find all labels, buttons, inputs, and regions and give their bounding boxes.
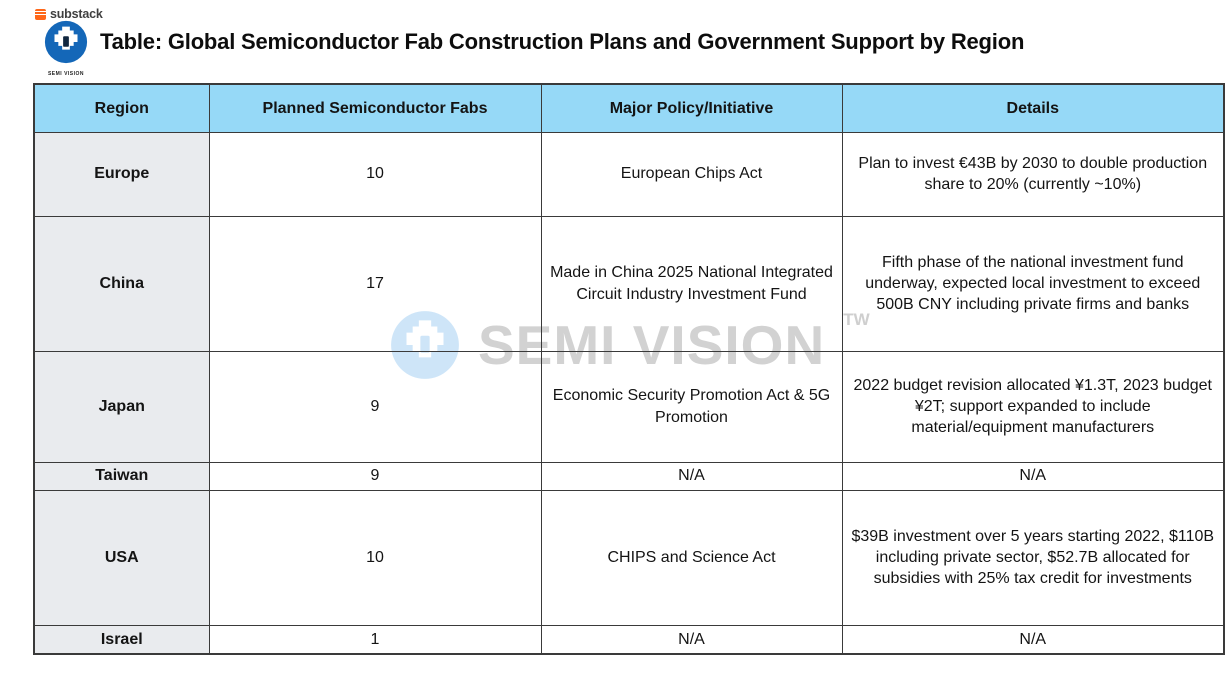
- column-header-fabs: Planned Semiconductor Fabs: [208, 83, 542, 133]
- fabs-cell: 1: [208, 624, 542, 655]
- semi-vision-logo: SEMI VISION: [38, 19, 94, 77]
- details-cell: 2022 budget revision allocated ¥1.3T, 20…: [841, 350, 1225, 463]
- table-row-israel: Israel 1 N/A N/A: [33, 624, 1225, 655]
- semi-vision-logo-caption: SEMI VISION: [47, 71, 85, 77]
- fabs-cell: 10: [208, 489, 542, 626]
- details-cell: Fifth phase of the national investment f…: [841, 215, 1225, 352]
- table-row-europe: Europe 10 European Chips Act Plan to inv…: [33, 131, 1225, 217]
- region-cell: Taiwan: [33, 461, 210, 491]
- region-cell: USA: [33, 489, 210, 626]
- details-cell: $39B investment over 5 years starting 20…: [841, 489, 1225, 626]
- table-row-usa: USA 10 CHIPS and Science Act $39B invest…: [33, 489, 1225, 626]
- region-cell: China: [33, 215, 210, 352]
- table-row-japan: Japan 9 Economic Security Promotion Act …: [33, 350, 1225, 463]
- table-row-china: China 17 Made in China 2025 National Int…: [33, 215, 1225, 352]
- table-header-row: Region Planned Semiconductor Fabs Major …: [33, 83, 1225, 133]
- region-cell: Israel: [33, 624, 210, 655]
- policy-cell: Made in China 2025 National Integrated C…: [540, 215, 843, 352]
- fabs-cell: 10: [208, 131, 542, 217]
- region-cell: Japan: [33, 350, 210, 463]
- column-header-policy: Major Policy/Initiative: [540, 83, 843, 133]
- details-cell: N/A: [841, 624, 1225, 655]
- column-header-region: Region: [33, 83, 210, 133]
- policy-cell: N/A: [540, 624, 843, 655]
- fabs-cell: 9: [208, 350, 542, 463]
- fabs-cell: 9: [208, 461, 542, 491]
- details-cell: Plan to invest €43B by 2030 to double pr…: [841, 131, 1225, 217]
- column-header-details: Details: [841, 83, 1225, 133]
- details-cell: N/A: [841, 461, 1225, 491]
- semi-vision-logo-icon: [44, 20, 88, 64]
- policy-cell: N/A: [540, 461, 843, 491]
- policy-cell: Economic Security Promotion Act & 5G Pro…: [540, 350, 843, 463]
- fabs-cell: 17: [208, 215, 542, 352]
- region-cell: Europe: [33, 131, 210, 217]
- policy-cell: CHIPS and Science Act: [540, 489, 843, 626]
- substack-brand[interactable]: substack: [35, 7, 103, 21]
- substack-icon: [35, 8, 46, 20]
- substack-wordmark: substack: [50, 7, 103, 21]
- fab-construction-table: Region Planned Semiconductor Fabs Major …: [33, 83, 1225, 655]
- page-title: Table: Global Semiconductor Fab Construc…: [100, 29, 1025, 54]
- table-row-taiwan: Taiwan 9 N/A N/A: [33, 461, 1225, 491]
- policy-cell: European Chips Act: [540, 131, 843, 217]
